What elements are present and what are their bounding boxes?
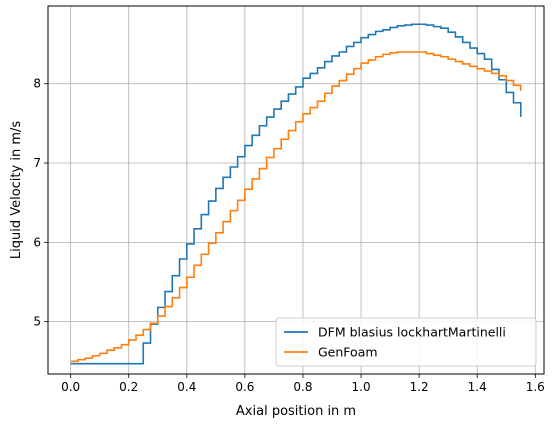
y-axis-label: Liquid Velocity in m/s	[9, 121, 24, 259]
x-tick-label: 1.6	[526, 380, 545, 394]
y-axis: 5 6 7 8	[33, 77, 48, 329]
y-tick-label: 5	[33, 315, 41, 329]
x-tick-label: 1.0	[352, 380, 371, 394]
y-tick-label: 6	[33, 235, 41, 249]
legend-box	[275, 317, 537, 367]
x-tick-label: 0.8	[293, 380, 312, 394]
series-line-1	[70, 23, 522, 365]
series-line-2	[70, 51, 522, 363]
legend-label: GenFoam	[318, 345, 378, 360]
plot-frame	[47, 5, 545, 375]
y-tick-label: 7	[33, 156, 41, 170]
y-tick-label: 8	[33, 77, 41, 91]
series-layer	[70, 23, 522, 365]
x-tick-label: 1.2	[410, 380, 429, 394]
legend-label: DFM blasius lockhartMartinelli	[318, 325, 506, 340]
x-axis: 0.0 0.2 0.4 0.6 0.8 1.0 1.2 1.4 1.6	[61, 374, 545, 394]
x-tick-label: 0.0	[61, 380, 80, 394]
x-tick-label: 0.2	[119, 380, 138, 394]
x-axis-label: Axial position in m	[236, 404, 356, 419]
x-tick-label: 1.4	[468, 380, 487, 394]
x-tick-label: 0.4	[177, 380, 196, 394]
legend: DFM blasius lockhartMartinelli GenFoam	[275, 317, 537, 367]
x-tick-label: 0.6	[235, 380, 254, 394]
